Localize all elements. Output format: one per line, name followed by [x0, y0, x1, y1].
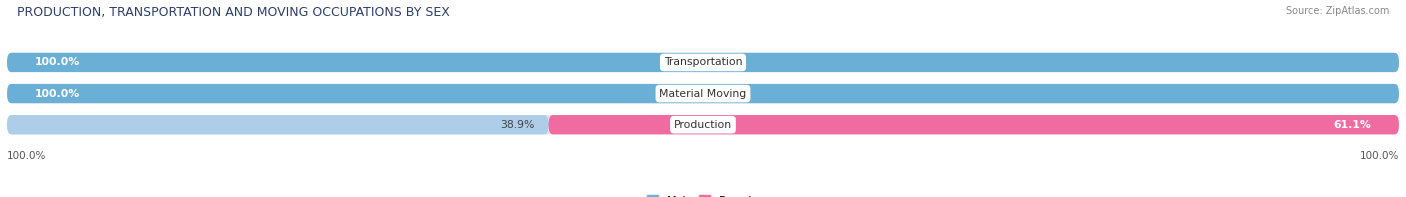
FancyBboxPatch shape — [7, 84, 1399, 103]
Text: 100.0%: 100.0% — [1360, 151, 1399, 162]
Text: PRODUCTION, TRANSPORTATION AND MOVING OCCUPATIONS BY SEX: PRODUCTION, TRANSPORTATION AND MOVING OC… — [17, 6, 450, 19]
Text: 38.9%: 38.9% — [501, 120, 534, 130]
FancyBboxPatch shape — [548, 115, 1399, 134]
Legend: Male, Female: Male, Female — [647, 195, 759, 197]
Text: 61.1%: 61.1% — [1333, 120, 1371, 130]
FancyBboxPatch shape — [7, 115, 548, 134]
Text: Source: ZipAtlas.com: Source: ZipAtlas.com — [1285, 6, 1389, 16]
FancyBboxPatch shape — [7, 115, 1399, 134]
Text: Transportation: Transportation — [664, 58, 742, 67]
Text: 100.0%: 100.0% — [7, 151, 46, 162]
FancyBboxPatch shape — [7, 84, 1399, 103]
Text: Material Moving: Material Moving — [659, 89, 747, 98]
FancyBboxPatch shape — [7, 53, 1399, 72]
Text: Production: Production — [673, 120, 733, 130]
FancyBboxPatch shape — [7, 53, 1399, 72]
Text: 100.0%: 100.0% — [35, 58, 80, 67]
Text: 100.0%: 100.0% — [35, 89, 80, 98]
